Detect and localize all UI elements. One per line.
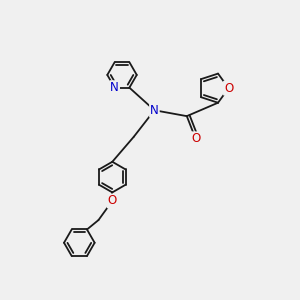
Text: O: O xyxy=(224,82,233,95)
Text: N: N xyxy=(110,81,119,94)
Text: O: O xyxy=(108,194,117,207)
Text: N: N xyxy=(150,104,159,117)
Text: O: O xyxy=(191,132,200,145)
